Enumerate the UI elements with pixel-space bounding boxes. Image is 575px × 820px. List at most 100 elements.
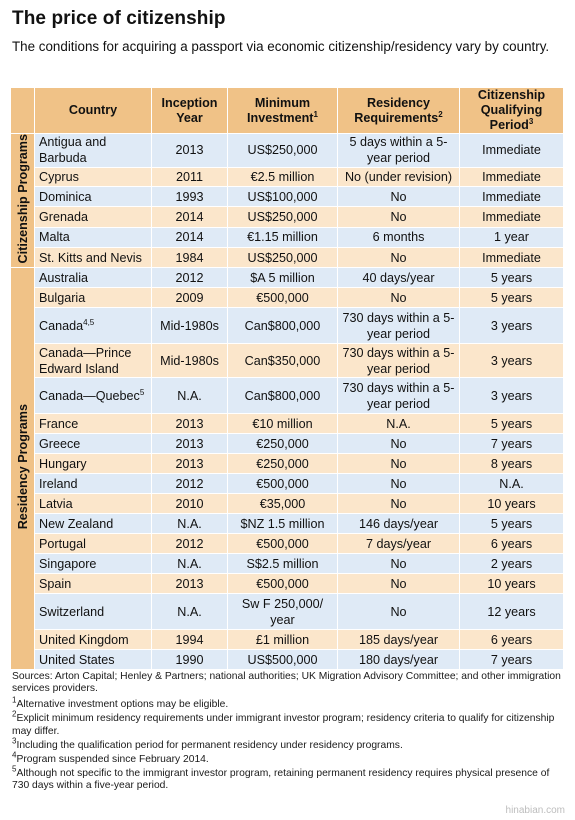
- investment-cell: €2.5 million: [227, 166, 338, 187]
- residency-cell: No: [337, 493, 460, 515]
- period-cell: N.A.: [459, 473, 564, 495]
- period-cell: 3 years: [459, 377, 564, 415]
- residency-group-label: Residency Programs: [10, 267, 35, 671]
- year-cell: 2012: [151, 473, 228, 495]
- period-cell: 5 years: [459, 267, 564, 289]
- residency-cell: 40 days/year: [337, 267, 460, 289]
- residency-cell: 7 days/year: [337, 533, 460, 555]
- period-cell: 6 years: [459, 533, 564, 555]
- investment-cell: Can$350,000: [227, 343, 338, 379]
- table-row: Residency Programs Australia 2012 $A 5 mill…: [10, 267, 564, 671]
- header-row: Country Inception Year Minimum Investment1…: [10, 87, 564, 134]
- period-cell: 8 years: [459, 453, 564, 475]
- year-cell: 2014: [151, 226, 228, 249]
- country-cell: Greece: [34, 433, 152, 455]
- investment-cell: US$100,000: [227, 185, 338, 208]
- period-cell: 10 years: [459, 573, 564, 595]
- year-cell: 1993: [151, 185, 228, 208]
- country-cell: France: [34, 413, 152, 435]
- country-cell: Singapore: [34, 553, 152, 575]
- table-row: Latvia 2010 €35,000 No 10 years: [11, 493, 564, 515]
- year-cell: 1984: [151, 247, 228, 269]
- period-cell: Immediate: [459, 133, 564, 168]
- year-cell: 2013: [151, 413, 228, 435]
- year-cell: N.A.: [151, 553, 228, 575]
- investment-cell: €250,000: [227, 433, 338, 455]
- investment-cell: $A 5 million: [227, 267, 338, 289]
- table-row: Canada—Quebec5 N.A. Can$800,000 730 days wi…: [11, 377, 564, 415]
- country-cell: Malta: [34, 226, 152, 249]
- residency-cell: No: [337, 206, 460, 228]
- year-cell: 2013: [151, 133, 228, 168]
- table-subtitle: The conditions for acquiring a passport …: [12, 39, 550, 54]
- residency-cell: No: [337, 553, 460, 575]
- table-row: United Kingdom 1994 £1 million 185 days/yea…: [11, 629, 564, 651]
- country-cell: United States: [34, 649, 152, 671]
- year-cell: 2011: [151, 166, 228, 187]
- country-cell: Ireland: [34, 473, 152, 495]
- footnote: 5Although not specific to the immigrant …: [12, 764, 550, 792]
- residency-cell: No: [337, 473, 460, 495]
- residency-cell: No: [337, 185, 460, 208]
- table-row: Canada4,5 Mid-1980s Can$800,000 730 days wi…: [11, 307, 564, 345]
- country-cell: Portugal: [34, 533, 152, 555]
- period-cell: 1 year: [459, 226, 564, 249]
- year-cell: Mid-1980s: [151, 343, 228, 379]
- investment-cell: €500,000: [227, 533, 338, 555]
- table-row: St. Kitts and Nevis 1984 US$250,000 No Immed…: [11, 247, 564, 269]
- period-cell: Immediate: [459, 206, 564, 228]
- watermark: hinabian.com: [505, 805, 565, 816]
- table-row: Ireland 2012 €500,000 No N.A.: [11, 473, 564, 495]
- residency-cell: No: [337, 247, 460, 269]
- investment-cell: US$250,000: [227, 206, 338, 228]
- year-cell: 2012: [151, 533, 228, 555]
- country-cell: Cyprus: [34, 166, 152, 187]
- year-cell: 2009: [151, 287, 228, 309]
- investment-cell: US$500,000: [227, 649, 338, 671]
- investment-cell: €500,000: [227, 287, 338, 309]
- country-cell: Antigua and Barbuda: [34, 133, 152, 168]
- investment-cell: US$250,000: [227, 133, 338, 168]
- table-row: Bulgaria 2009 €500,000 No 5 years: [11, 287, 564, 309]
- residency-cell: 730 days within a 5-year period: [337, 343, 460, 379]
- table-row: Canada—Prince Edward Island Mid-1980s Can$…: [11, 343, 564, 379]
- investment-cell: US$250,000: [227, 247, 338, 269]
- footnote: 3Including the qualification period for …: [12, 736, 403, 751]
- period-cell: 6 years: [459, 629, 564, 651]
- table-row: Cyprus 2011 €2.5 million No (under revision…: [11, 166, 564, 187]
- investment-cell: €35,000: [227, 493, 338, 515]
- country-cell: Hungary: [34, 453, 152, 475]
- table-row: Portugal 2012 €500,000 7 days/year 6 years: [11, 533, 564, 555]
- period-cell: Immediate: [459, 247, 564, 269]
- residency-cell: 185 days/year: [337, 629, 460, 651]
- table-row: Grenada 2014 US$250,000 No Immediate: [11, 206, 564, 228]
- table-row: Dominica 1993 US$100,000 No Immediate: [11, 185, 564, 208]
- residency-cell: No: [337, 433, 460, 455]
- table-row: United States 1990 US$500,000 180 days/year…: [11, 649, 564, 671]
- header-minimum-investment: Minimum Investment1: [227, 87, 338, 134]
- footnote: 2Explicit minimum residency requirements…: [12, 709, 555, 737]
- period-cell: 7 years: [459, 433, 564, 455]
- table-row: Singapore N.A. S$2.5 million No 2 years: [11, 553, 564, 575]
- country-cell: Canada—Prince Edward Island: [34, 343, 152, 379]
- header-inception-year: Inception Year: [151, 87, 228, 134]
- country-cell: Spain: [34, 573, 152, 595]
- table-row: New Zealand N.A. $NZ 1.5 million 146 days/y…: [11, 513, 564, 535]
- year-cell: 2012: [151, 267, 228, 289]
- table-row: France 2013 €10 million N.A. 5 years: [11, 413, 564, 435]
- table-row: Citizenship Programs Antigua and Barbuda 2…: [10, 132, 564, 269]
- footnote: 4Program suspended since February 2014.: [12, 750, 209, 765]
- country-cell: Canada—Quebec5: [34, 377, 152, 415]
- residency-cell: No (under revision): [337, 166, 460, 187]
- investment-cell: Can$800,000: [227, 307, 338, 345]
- country-cell: New Zealand: [34, 513, 152, 535]
- country-cell: Latvia: [34, 493, 152, 515]
- investment-cell: $NZ 1.5 million: [227, 513, 338, 535]
- residency-cell: 730 days within a 5-year period: [337, 377, 460, 415]
- year-cell: 2013: [151, 573, 228, 595]
- residency-cell: 5 days within a 5-year period: [337, 133, 460, 168]
- header-country: Country: [34, 87, 152, 134]
- footnote: 1Alternative investment options may be e…: [12, 695, 229, 711]
- year-cell: 2013: [151, 433, 228, 455]
- country-cell: Grenada: [34, 206, 152, 228]
